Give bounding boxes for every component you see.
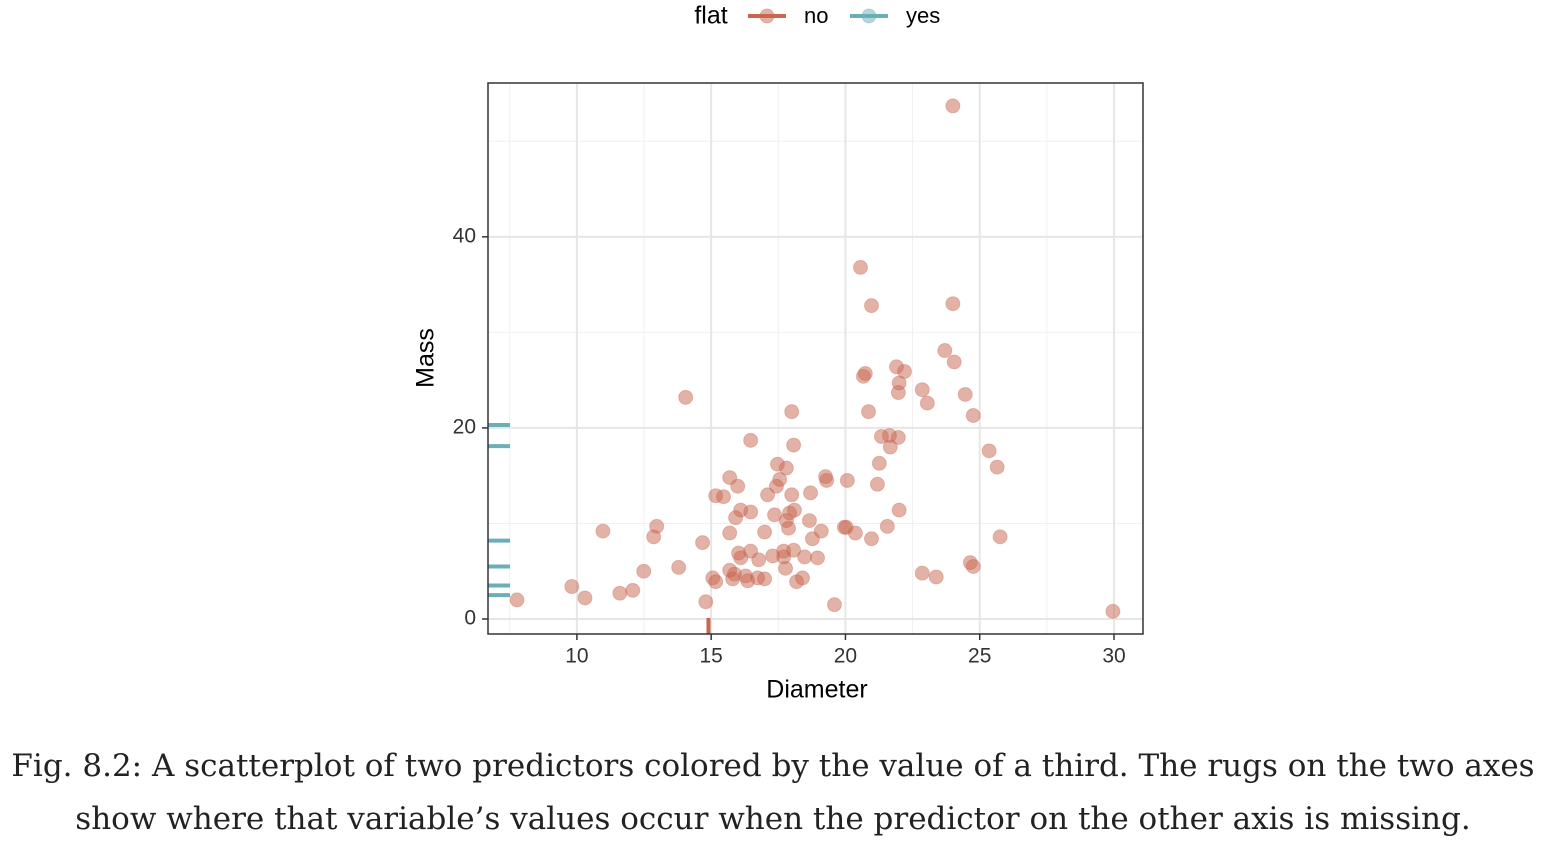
x-tick-label: 10	[565, 645, 588, 668]
y-axis-title: Mass	[412, 328, 440, 388]
point	[879, 518, 895, 534]
point	[989, 459, 1005, 475]
point	[695, 535, 711, 551]
point	[767, 507, 783, 523]
point	[794, 570, 810, 586]
point	[671, 559, 687, 575]
point	[564, 579, 580, 595]
x-axis-title: Diameter	[766, 676, 867, 704]
point	[646, 529, 662, 545]
point	[743, 432, 759, 448]
point	[751, 552, 767, 568]
point	[804, 531, 820, 547]
point	[992, 529, 1008, 545]
point	[781, 520, 797, 536]
point	[797, 549, 813, 565]
point	[957, 386, 973, 402]
point	[595, 523, 611, 539]
point	[577, 590, 593, 606]
point	[891, 502, 907, 518]
point	[946, 354, 962, 370]
point	[965, 407, 981, 423]
point	[778, 460, 794, 476]
y-tick-label: 20	[453, 415, 476, 438]
point	[757, 524, 773, 540]
point	[612, 585, 628, 601]
point	[730, 478, 746, 494]
legend-title: flat	[694, 2, 727, 30]
point	[937, 343, 953, 359]
point	[728, 510, 744, 526]
y-tick-label: 40	[453, 224, 476, 247]
point	[819, 472, 835, 488]
point	[803, 485, 819, 501]
point	[698, 594, 714, 610]
point	[743, 504, 759, 520]
point	[890, 385, 906, 401]
point	[945, 98, 961, 114]
point	[826, 597, 842, 613]
point	[847, 525, 863, 541]
x-tick-label: 15	[699, 645, 722, 668]
point	[861, 404, 877, 420]
point	[945, 296, 961, 312]
point	[914, 565, 930, 581]
legend-label: no	[804, 3, 828, 28]
x-tick-label: 20	[834, 645, 857, 668]
plot-border	[487, 82, 1144, 635]
point	[708, 574, 724, 590]
point	[981, 443, 997, 459]
x-tick-label: 25	[968, 645, 991, 668]
point	[914, 382, 930, 398]
point	[965, 558, 981, 574]
point	[928, 569, 944, 585]
point	[509, 592, 525, 608]
point	[722, 525, 738, 541]
y-tick-label: 0	[464, 607, 476, 630]
point	[786, 437, 802, 453]
point	[1105, 603, 1121, 619]
point	[784, 487, 800, 503]
point	[882, 439, 898, 455]
legend-key	[759, 8, 775, 24]
x-tick-label: 30	[1102, 645, 1125, 668]
point	[890, 429, 906, 445]
legend-label: yes	[906, 3, 940, 28]
point	[871, 455, 887, 471]
point	[768, 478, 784, 494]
point	[678, 389, 694, 405]
point	[839, 472, 855, 488]
point	[784, 404, 800, 420]
point	[919, 395, 935, 411]
point	[869, 476, 885, 492]
point	[801, 513, 817, 529]
point	[863, 298, 879, 314]
point	[725, 571, 741, 587]
point	[636, 563, 652, 579]
point	[786, 542, 802, 558]
point	[778, 560, 794, 576]
point	[863, 531, 879, 547]
point	[740, 573, 756, 589]
figure-caption: Fig. 8.2: A scatterplot of two predictor…	[11, 748, 1535, 837]
point	[852, 259, 868, 275]
point	[810, 550, 826, 566]
legend-key	[861, 8, 877, 24]
point	[625, 582, 641, 598]
point	[855, 368, 871, 384]
point	[716, 489, 732, 505]
point	[760, 487, 776, 503]
point	[757, 571, 773, 587]
chart: flat Diameter Mass 10 15 20 25 30 0 20 40 no yes	[412, 2, 1144, 704]
